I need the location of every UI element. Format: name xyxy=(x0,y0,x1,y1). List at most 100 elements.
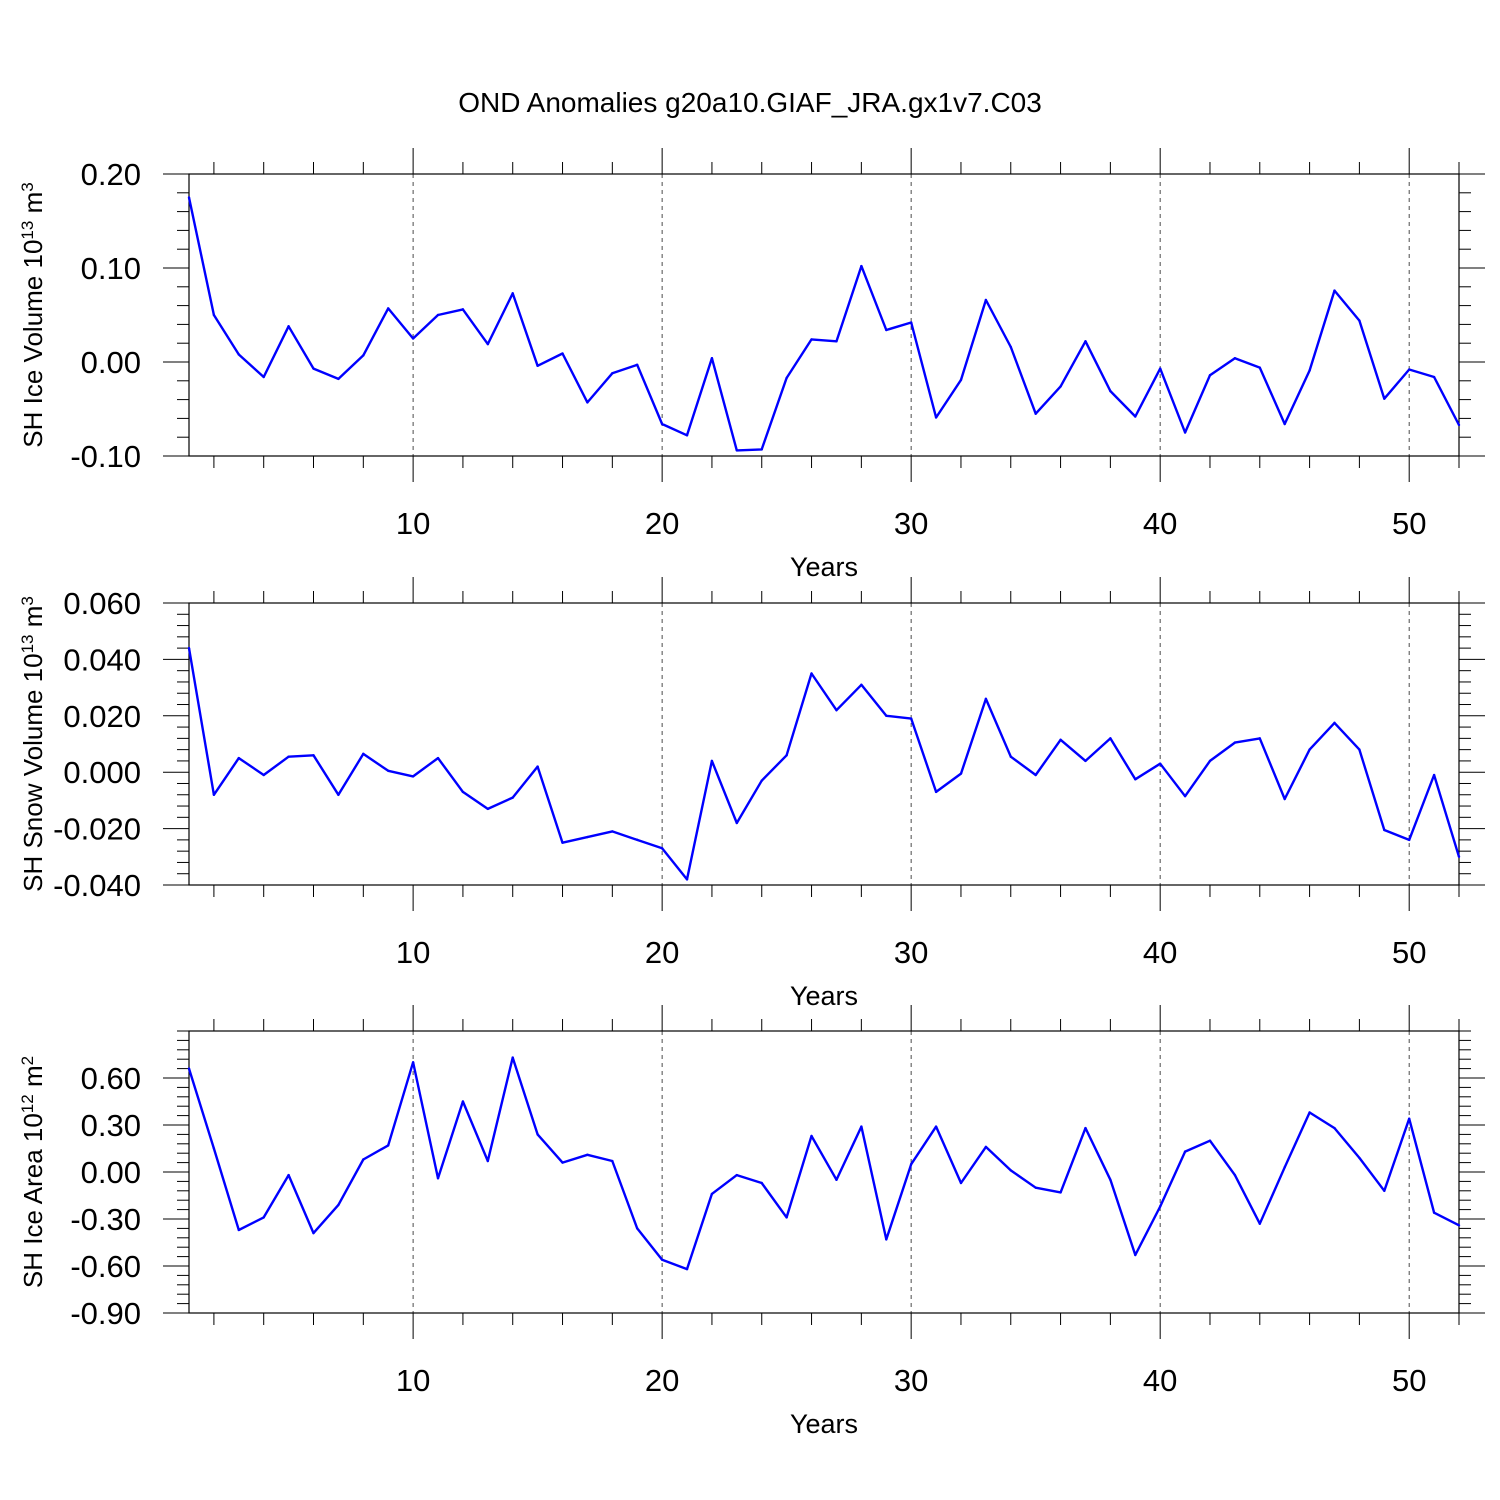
data-point xyxy=(909,321,913,324)
data-point xyxy=(1283,1166,1286,1169)
data-point xyxy=(1158,762,1162,765)
data-point xyxy=(337,377,340,381)
y-tick-label: 0.30 xyxy=(81,1108,141,1143)
data-point xyxy=(212,313,216,317)
data-point xyxy=(212,793,216,796)
data-point xyxy=(287,755,290,758)
data-point xyxy=(1208,1139,1212,1142)
data-point xyxy=(1059,385,1062,388)
data-point xyxy=(810,1134,813,1138)
data-point xyxy=(835,708,838,712)
x-axis-label: Years xyxy=(790,552,858,582)
data-point xyxy=(586,835,589,839)
data-point xyxy=(1233,1173,1237,1177)
panel-1: -0.10 0.00 0.10 0.20 10 20 30 40 50 Years SH Ice V… xyxy=(18,148,1485,582)
data-point xyxy=(1134,1253,1137,1257)
data-point xyxy=(1383,1189,1386,1193)
data-point xyxy=(660,1258,664,1261)
data-point xyxy=(1134,415,1137,418)
data-point xyxy=(1383,828,1386,832)
y-tick-label: 0.60 xyxy=(81,1061,141,1096)
data-point xyxy=(909,717,913,720)
y-tick-label: 0.040 xyxy=(63,642,141,677)
data-point xyxy=(1383,397,1386,400)
data-point xyxy=(611,372,614,375)
x-tick-label: 20 xyxy=(645,935,679,970)
data-point xyxy=(1084,340,1087,343)
y-tick-label: 0.060 xyxy=(63,586,141,621)
x-axis-label: Years xyxy=(790,1409,858,1439)
data-point xyxy=(1109,1178,1112,1182)
chart-panels: -0.10 0.00 0.10 0.20 10 20 30 40 50 Years SH Ice V… xyxy=(18,148,1485,1439)
data-point xyxy=(1457,1224,1461,1227)
data-point xyxy=(187,196,191,199)
data-point xyxy=(835,340,838,343)
y-axis-label: SH Ice Area 1012 m2 xyxy=(18,1056,49,1288)
x-tick-label: 10 xyxy=(396,506,430,541)
data-point xyxy=(1059,1191,1062,1194)
y-axis-label: SH Snow Volume 1013 m3 xyxy=(18,596,49,892)
data-point xyxy=(1233,357,1237,360)
data-point xyxy=(636,363,639,367)
data-point xyxy=(187,646,191,650)
data-point xyxy=(1333,1126,1336,1130)
data-point xyxy=(959,1181,963,1185)
data-point xyxy=(536,1133,539,1136)
series-line xyxy=(187,197,1461,452)
x-tick-label: 50 xyxy=(1392,1363,1426,1398)
data-point xyxy=(760,1181,763,1185)
data-point xyxy=(1158,1205,1162,1208)
figure-title: OND Anomalies g20a10.GIAF_JRA.gx1v7.C03 xyxy=(458,87,1042,118)
data-point xyxy=(1432,375,1436,379)
data-point xyxy=(785,754,788,757)
data-point xyxy=(1059,738,1062,741)
data-point xyxy=(810,338,813,341)
data-point xyxy=(411,1061,415,1064)
y-tick-label: 0.20 xyxy=(81,157,141,192)
x-axis-label: Years xyxy=(790,981,858,1011)
data-point xyxy=(1208,373,1212,377)
data-point xyxy=(1283,422,1286,426)
series-line xyxy=(187,647,1461,881)
data-point xyxy=(860,1125,863,1128)
data-point xyxy=(760,779,763,782)
data-point xyxy=(411,337,415,340)
data-point xyxy=(611,830,614,833)
data-point xyxy=(362,354,365,357)
y-axis-label: SH Ice Volume 1013 m3 xyxy=(18,182,49,447)
data-point xyxy=(735,1173,739,1177)
data-point xyxy=(561,841,564,844)
y-tick-label: -0.040 xyxy=(53,868,141,903)
x-tick-label: 10 xyxy=(396,935,430,970)
data-point xyxy=(586,1153,589,1156)
data-point xyxy=(685,1267,689,1271)
data-point xyxy=(735,821,739,825)
data-point xyxy=(885,328,888,332)
data-point xyxy=(860,264,863,268)
data-point xyxy=(710,357,714,360)
data-point xyxy=(710,1192,714,1196)
x-tick-label: 30 xyxy=(894,1363,928,1398)
data-point xyxy=(885,1238,888,1241)
data-point xyxy=(785,376,788,380)
y-tick-label: -0.020 xyxy=(53,812,141,847)
data-point xyxy=(934,416,938,419)
data-point xyxy=(486,807,490,811)
x-tick-label: 30 xyxy=(894,935,928,970)
x-tick-label: 20 xyxy=(645,506,679,541)
data-point xyxy=(436,756,440,760)
data-point xyxy=(1258,366,1261,369)
data-point xyxy=(1457,855,1461,858)
data-point xyxy=(1308,1111,1311,1114)
data-point xyxy=(1183,431,1187,434)
data-point xyxy=(660,847,664,850)
data-point xyxy=(984,697,988,701)
data-point xyxy=(934,790,938,794)
x-tick-label: 50 xyxy=(1392,935,1426,970)
plot-frame xyxy=(188,173,1460,457)
data-point xyxy=(561,352,564,355)
y-tick-label: -0.60 xyxy=(70,1249,141,1284)
data-point xyxy=(1457,423,1461,427)
